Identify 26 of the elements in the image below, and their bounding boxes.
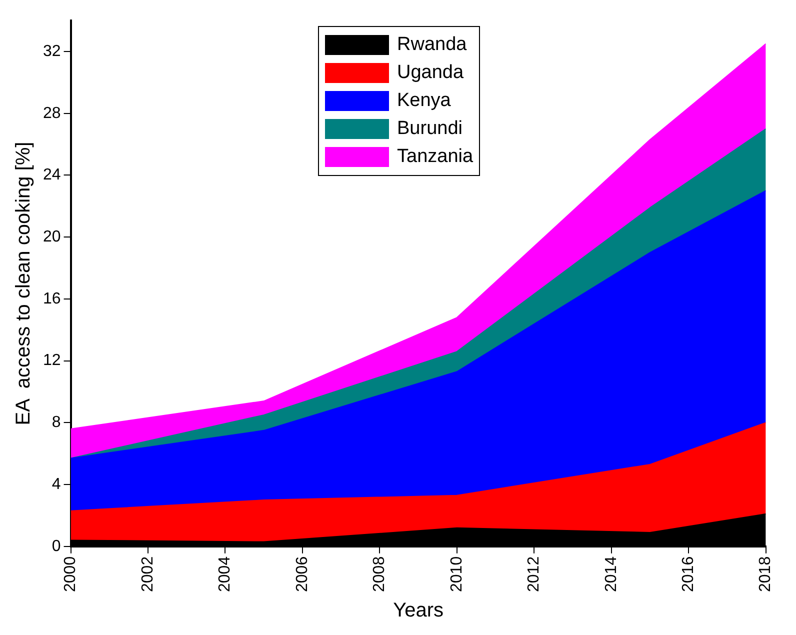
legend-label: Tanzania <box>397 146 474 168</box>
y-tick-label: 28 <box>43 104 61 122</box>
x-tick-label: 2010 <box>448 556 466 592</box>
legend-label: Burundi <box>397 118 462 140</box>
y-tick-label: 20 <box>43 228 61 246</box>
y-tick-label: 24 <box>43 166 61 184</box>
x-tick-label: 2012 <box>526 556 543 592</box>
y-tick-label: 12 <box>43 352 61 370</box>
x-tick-label: 2000 <box>62 556 80 592</box>
x-tick-label: 2008 <box>371 556 388 592</box>
x-tick-label: 2004 <box>216 556 234 592</box>
x-axis-title: Years <box>393 600 444 622</box>
x-tick-label: 2006 <box>294 556 311 592</box>
y-tick-label: 16 <box>43 290 61 308</box>
y-tick-label: 0 <box>52 538 61 555</box>
y-tick-label: 8 <box>52 414 61 432</box>
legend-label: Uganda <box>397 62 464 84</box>
legend-label: Kenya <box>397 90 451 112</box>
x-tick-label: 2018 <box>757 556 774 592</box>
legend-label: Rwanda <box>397 34 467 56</box>
x-tick-label: 2014 <box>602 556 620 592</box>
y-tick-label: 32 <box>43 42 61 60</box>
x-tick-label: 2016 <box>680 556 697 592</box>
y-axis-title: EA access to clean cooking [%] <box>12 142 35 426</box>
x-tick-label: 2002 <box>139 556 156 592</box>
y-tick-label: 4 <box>52 476 61 493</box>
